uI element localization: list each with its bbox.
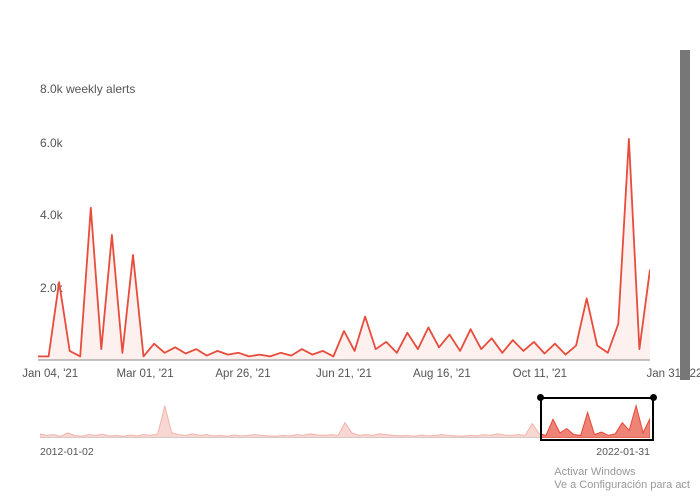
x-tick-label: Jun 21, '21 <box>316 368 372 380</box>
range-minimap[interactable]: 2012-01-02 2022-01-31 <box>40 404 650 438</box>
minimap-start-date: 2012-01-02 <box>40 446 94 458</box>
watermark-line2: Ve a Configuración para act <box>554 479 690 492</box>
vertical-scrollbar[interactable] <box>680 50 690 380</box>
minimap-end-date: 2022-01-31 <box>596 446 650 458</box>
x-tick-label: Apr 26, '21 <box>215 368 270 380</box>
brush-handle-left[interactable] <box>537 394 544 401</box>
range-brush[interactable] <box>540 397 654 441</box>
x-tick-label: Oct 11, '21 <box>513 368 567 380</box>
x-tick-label: Jan 31, '22 <box>647 368 700 380</box>
main-line-plot <box>38 70 650 370</box>
brush-handle-right[interactable] <box>650 394 657 401</box>
x-tick-label: Aug 16, '21 <box>413 368 471 380</box>
alerts-time-series-chart: 8.0k weekly alerts 2.0k4.0k6.0k Jan 04, … <box>0 0 700 500</box>
x-tick-label: Jan 04, '21 <box>22 368 78 380</box>
x-tick-label: Mar 01, '21 <box>117 368 174 380</box>
watermark-line1: Activar Windows <box>554 466 690 479</box>
windows-activation-watermark: Activar Windows Ve a Configuración para … <box>554 466 690 492</box>
